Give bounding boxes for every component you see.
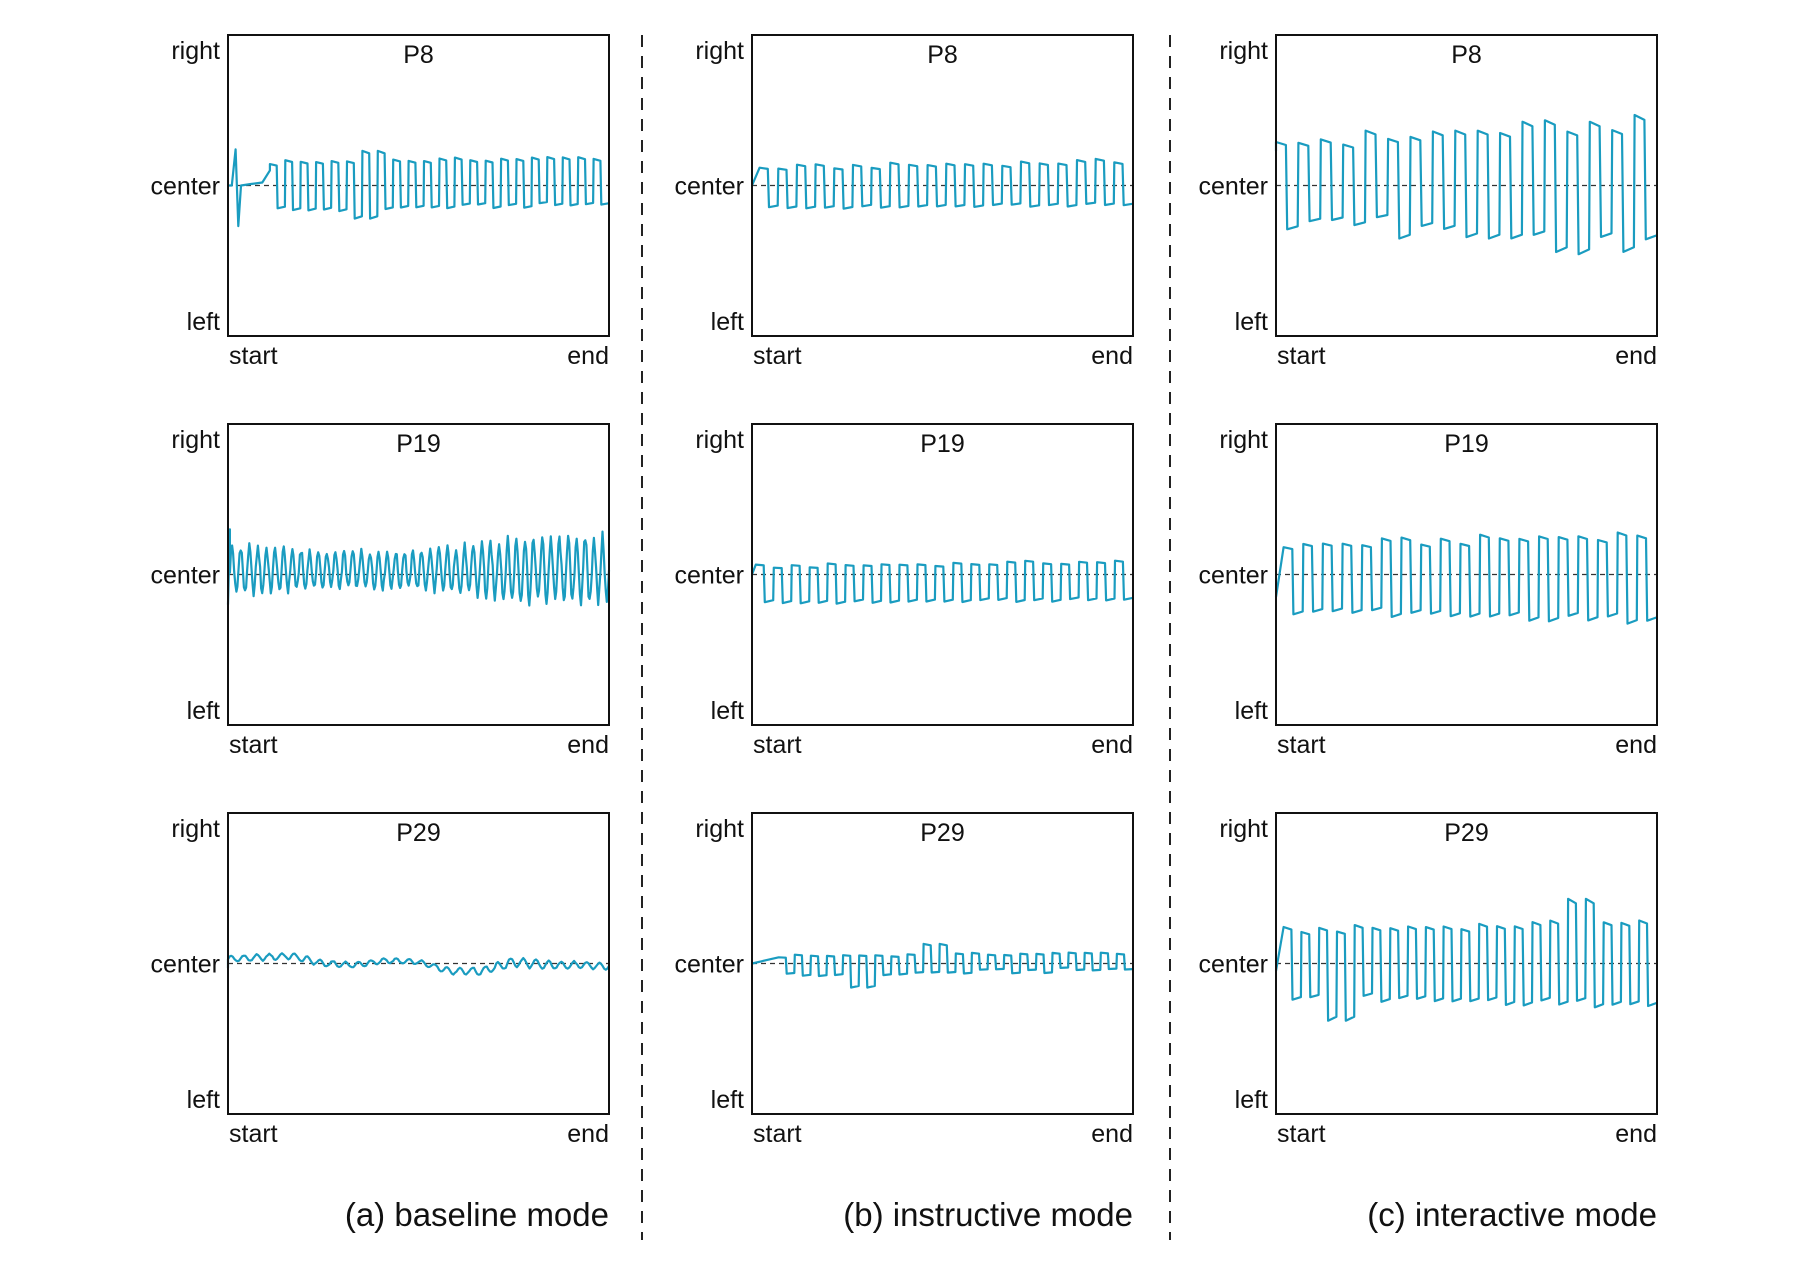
panel-p8-instructive: P8 right center left start end bbox=[675, 34, 1134, 370]
series-line bbox=[226, 952, 610, 976]
y-tick-label-right: right bbox=[695, 815, 744, 843]
column-caption-interactive: (c) interactive mode bbox=[1367, 1196, 1657, 1233]
series-line bbox=[226, 528, 611, 607]
plot-frame bbox=[751, 34, 1134, 337]
x-tick-label-end: end bbox=[567, 731, 609, 759]
panel-p8-interactive: P8 right center left start end bbox=[1199, 34, 1658, 370]
plot-frame bbox=[227, 812, 610, 1115]
plot-frame bbox=[1275, 812, 1658, 1115]
series-line bbox=[750, 157, 1133, 210]
y-tick-label-right: right bbox=[695, 426, 744, 454]
panel-title: P19 bbox=[920, 430, 964, 458]
y-tick-label-left: left bbox=[1235, 1086, 1268, 1114]
y-tick-label-center: center bbox=[1199, 173, 1268, 201]
plot-frame bbox=[751, 423, 1134, 726]
plot-frame bbox=[751, 812, 1134, 1115]
y-tick-label-center: center bbox=[151, 562, 220, 590]
panel-p19-baseline: P19 right center left start end bbox=[151, 423, 611, 759]
x-tick-label-start: start bbox=[753, 342, 802, 370]
panel-p8-baseline: P8 right center left start end bbox=[151, 34, 610, 370]
y-tick-label-center: center bbox=[675, 173, 744, 201]
x-tick-label-end: end bbox=[1091, 731, 1133, 759]
panel-title: P8 bbox=[403, 41, 434, 69]
plot-frame bbox=[1275, 34, 1658, 337]
column-caption-baseline: (a) baseline mode bbox=[345, 1196, 609, 1233]
x-tick-label-end: end bbox=[1615, 731, 1657, 759]
x-tick-label-start: start bbox=[753, 1120, 802, 1148]
panel-p29-interactive: P29 right center left start end bbox=[1199, 812, 1658, 1148]
y-tick-label-center: center bbox=[1199, 562, 1268, 590]
x-tick-label-start: start bbox=[229, 731, 278, 759]
plot-frame bbox=[1275, 423, 1658, 726]
x-tick-label-end: end bbox=[567, 342, 609, 370]
y-tick-label-right: right bbox=[1219, 815, 1268, 843]
y-tick-label-center: center bbox=[675, 562, 744, 590]
column-caption-instructive: (b) instructive mode bbox=[843, 1196, 1133, 1233]
y-tick-label-left: left bbox=[187, 1086, 220, 1114]
panel-title: P19 bbox=[396, 430, 440, 458]
series-line bbox=[1274, 531, 1657, 625]
plot-frame bbox=[227, 34, 610, 337]
y-tick-label-right: right bbox=[171, 37, 220, 65]
panel-title: P29 bbox=[920, 819, 964, 847]
panel-title: P29 bbox=[1444, 819, 1488, 847]
panel-p19-interactive: P19 right center left start end bbox=[1199, 423, 1658, 759]
series-line bbox=[750, 559, 1133, 605]
plot-frame bbox=[227, 423, 610, 726]
y-tick-label-center: center bbox=[151, 173, 220, 201]
x-tick-label-end: end bbox=[1091, 1120, 1133, 1148]
y-tick-label-right: right bbox=[695, 37, 744, 65]
panel-title: P19 bbox=[1444, 430, 1488, 458]
series-line bbox=[228, 148, 609, 228]
x-tick-label-start: start bbox=[229, 342, 278, 370]
y-tick-label-right: right bbox=[1219, 426, 1268, 454]
series-line bbox=[1274, 113, 1657, 256]
y-tick-label-right: right bbox=[1219, 37, 1268, 65]
y-tick-label-left: left bbox=[1235, 308, 1268, 336]
panel-title: P8 bbox=[927, 41, 958, 69]
x-tick-label-start: start bbox=[1277, 342, 1326, 370]
y-tick-label-left: left bbox=[711, 308, 744, 336]
y-tick-label-left: left bbox=[187, 308, 220, 336]
x-tick-label-start: start bbox=[753, 731, 802, 759]
panel-p29-instructive: P29 right center left start end bbox=[675, 812, 1134, 1148]
y-tick-label-left: left bbox=[711, 697, 744, 725]
y-tick-label-center: center bbox=[151, 951, 220, 979]
y-tick-label-right: right bbox=[171, 815, 220, 843]
series-line bbox=[1274, 897, 1657, 1022]
x-tick-label-start: start bbox=[229, 1120, 278, 1148]
panel-p19-instructive: P19 right center left start end bbox=[675, 423, 1134, 759]
x-tick-label-end: end bbox=[1615, 1120, 1657, 1148]
series-line bbox=[751, 942, 1133, 989]
x-tick-label-start: start bbox=[1277, 731, 1326, 759]
y-tick-label-center: center bbox=[675, 951, 744, 979]
y-tick-label-left: left bbox=[187, 697, 220, 725]
y-tick-label-center: center bbox=[1199, 951, 1268, 979]
panel-p29-baseline: P29 right center left start end bbox=[151, 812, 610, 1148]
panel-title: P29 bbox=[396, 819, 440, 847]
panel-title: P8 bbox=[1451, 41, 1482, 69]
x-tick-label-end: end bbox=[1615, 342, 1657, 370]
x-tick-label-end: end bbox=[1091, 342, 1133, 370]
y-tick-label-left: left bbox=[711, 1086, 744, 1114]
x-tick-label-end: end bbox=[567, 1120, 609, 1148]
x-tick-label-start: start bbox=[1277, 1120, 1326, 1148]
y-tick-label-right: right bbox=[171, 426, 220, 454]
y-tick-label-left: left bbox=[1235, 697, 1268, 725]
